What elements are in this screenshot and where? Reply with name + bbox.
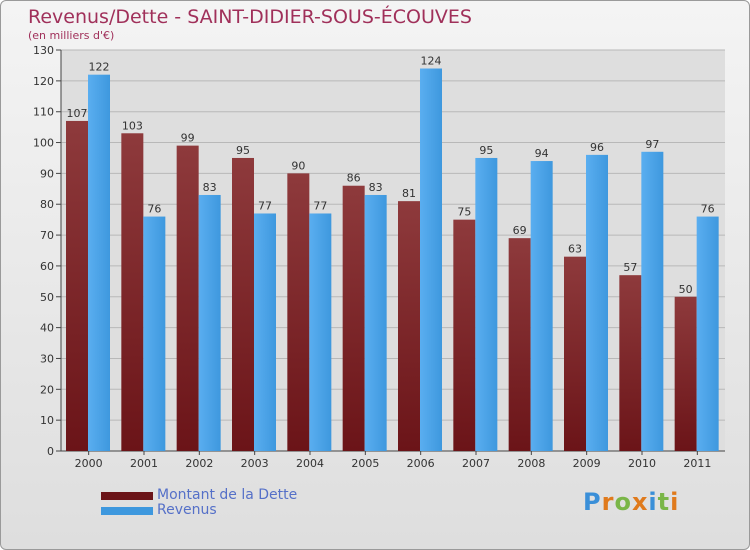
data-label-revenus-2000: 122 [89,61,110,74]
plot-area [61,50,725,451]
bar-dette-2004 [287,173,310,451]
bar-revenus-2002 [198,194,221,451]
y-tick-label: 120 [33,75,54,88]
y-tick-label: 80 [40,198,54,211]
logo-letter: i [648,488,658,516]
y-tick-label: 10 [40,414,54,427]
x-tick-label: 2008 [517,457,545,470]
y-tick-label: 90 [40,167,54,180]
logo-letter: r [601,488,615,516]
y-tick-label: 100 [33,137,54,150]
data-label-revenus-2007: 95 [479,144,493,157]
data-label-dette-2011: 50 [679,283,693,296]
x-tick-label: 2003 [241,457,269,470]
y-tick-label: 110 [33,106,54,119]
x-tick-label: 2007 [462,457,490,470]
logo-letter: t [657,488,671,516]
x-tick-label: 2001 [130,457,158,470]
bar-revenus-2000 [88,74,110,451]
chart-subtitle: (en milliers d'€) [28,29,115,42]
data-label-revenus-2005: 83 [369,181,383,194]
bar-revenus-2003 [254,213,276,451]
y-tick-label: 130 [33,44,54,57]
bar-revenus-2006 [420,68,442,451]
x-tick-label: 2011 [683,457,711,470]
data-label-dette-2002: 99 [181,132,195,145]
x-tick-label: 2009 [573,457,601,470]
proxiti-logo: Proxiti [583,488,679,516]
data-label-dette-2000: 107 [67,107,88,120]
data-label-revenus-2011: 76 [701,203,715,216]
data-label-dette-2008: 69 [513,224,527,237]
bar-dette-2011 [674,296,697,451]
data-label-dette-2003: 95 [236,144,250,157]
logo-letter: P [583,488,602,516]
x-tick-label: 2005 [351,457,379,470]
data-label-dette-2005: 86 [347,172,361,185]
legend-swatch-revenus [101,506,153,515]
y-tick-label: 30 [40,352,54,365]
data-label-dette-2006: 81 [402,187,416,200]
bar-dette-2002 [176,145,199,451]
bar-revenus-2008 [530,161,553,452]
bar-dette-2005 [342,185,365,451]
logo-letter: i [670,488,680,516]
bar-dette-2001 [121,133,144,452]
legend-item-revenus: Revenus [101,503,297,518]
bar-revenus-2001 [143,216,166,451]
y-tick-label: 20 [40,383,54,396]
data-label-revenus-2006: 124 [421,55,442,68]
y-tick-label: 40 [40,322,54,335]
data-label-revenus-2004: 77 [313,199,327,212]
data-label-dette-2010: 57 [623,261,637,274]
bar-revenus-2011 [696,216,719,451]
legend-item-dette: Montant de la Dette [101,488,297,503]
data-label-dette-2001: 103 [122,119,143,132]
bar-dette-2009 [564,256,586,451]
bar-revenus-2005 [364,194,387,451]
bar-revenus-2004 [309,213,332,451]
bar-dette-2007 [453,219,476,451]
data-label-revenus-2001: 76 [147,203,161,216]
data-label-revenus-2008: 94 [535,147,549,160]
y-tick-label: 0 [47,445,54,458]
legend-label-dette: Montant de la Dette [157,487,298,503]
bar-revenus-2009 [586,154,608,451]
data-label-revenus-2003: 77 [258,199,272,212]
bar-dette-2003 [232,157,254,451]
x-tick-label: 2010 [628,457,656,470]
bar-dette-2006 [398,201,420,451]
data-label-revenus-2009: 96 [590,141,604,154]
x-tick-label: 2006 [407,457,435,470]
data-label-revenus-2002: 83 [203,181,217,194]
x-tick-label: 2002 [185,457,213,470]
bar-revenus-2007 [475,157,498,451]
x-tick-label: 2004 [296,457,324,470]
data-label-dette-2009: 63 [568,243,582,256]
bar-dette-2010 [619,275,642,451]
logo-letter: o [614,488,632,516]
y-tick-label: 50 [40,291,54,304]
data-label-revenus-2010: 97 [645,138,659,151]
y-tick-label: 70 [40,229,54,242]
legend-label-revenus: Revenus [157,502,217,518]
legend-swatch-dette [101,491,153,500]
x-tick-label: 2000 [75,457,103,470]
chart-legend: Montant de la Dette Revenus [101,488,297,518]
logo-letter: x [631,488,649,516]
chart-title: Revenus/Dette - SAINT-DIDIER-SOUS-ÉCOUVE… [28,6,472,28]
data-label-dette-2007: 75 [457,206,471,219]
bar-dette-2000 [66,120,88,451]
y-tick-label: 60 [40,260,54,273]
bar-revenus-2010 [641,151,664,452]
bar-dette-2008 [508,238,531,451]
data-label-dette-2004: 90 [291,159,305,172]
